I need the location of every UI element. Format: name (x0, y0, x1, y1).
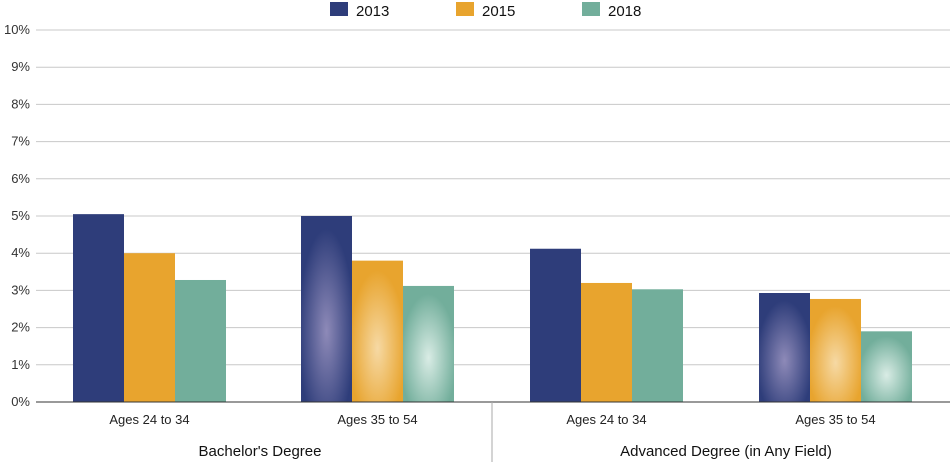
y-tick-label: 8% (11, 96, 30, 111)
bar-2013-category-4 (759, 293, 810, 402)
legend-swatch-2015 (456, 2, 474, 16)
x-axis: Ages 24 to 34 Ages 35 to 54 Ages 24 to 34 A… (109, 412, 875, 427)
y-tick-label: 5% (11, 208, 30, 223)
legend-swatch-2013 (330, 2, 348, 16)
bar-2015-category-4 (810, 298, 861, 402)
bar-2018-category-2 (403, 285, 454, 402)
bar-2015-category-1 (124, 253, 175, 402)
legend: 2013 2015 2018 (330, 2, 641, 20)
bar-2018-category-1 (175, 279, 226, 402)
legend-swatch-2018 (582, 2, 600, 16)
y-axis: 0% 1% 2% 3% 4% 5% 6% 7% 8% 9% 10% (4, 22, 30, 409)
group-label-advanced: Advanced Degree (in Any Field) (620, 443, 832, 460)
legend-label-2015: 2015 (482, 3, 515, 20)
bar-2015-category-2 (352, 260, 403, 402)
bars (73, 214, 912, 402)
legend-label-2013: 2013 (356, 3, 389, 20)
x-tick-label: Ages 24 to 34 (109, 412, 189, 427)
bar-2013-category-2 (301, 216, 352, 402)
x-tick-label: Ages 35 to 54 (337, 412, 417, 427)
legend-label-2018: 2018 (608, 3, 641, 20)
group-label-bachelors: Bachelor's Degree (199, 443, 322, 460)
y-tick-label: 7% (11, 134, 30, 149)
y-tick-label: 6% (11, 171, 30, 186)
x-tick-label: Ages 35 to 54 (795, 412, 875, 427)
bar-2015-category-3 (581, 282, 632, 402)
y-tick-label: 10% (4, 22, 30, 37)
y-tick-label: 4% (11, 245, 30, 260)
bar-2013-category-3 (530, 248, 581, 402)
bar-2013-category-1 (73, 214, 124, 402)
x-tick-label: Ages 24 to 34 (566, 412, 646, 427)
bar-2018-category-3 (632, 289, 683, 402)
y-tick-label: 3% (11, 282, 30, 297)
y-tick-label: 2% (11, 320, 30, 335)
bar-2018-category-4 (861, 331, 912, 402)
y-tick-label: 1% (11, 357, 30, 372)
y-tick-label: 0% (11, 394, 30, 409)
y-tick-label: 9% (11, 59, 30, 74)
